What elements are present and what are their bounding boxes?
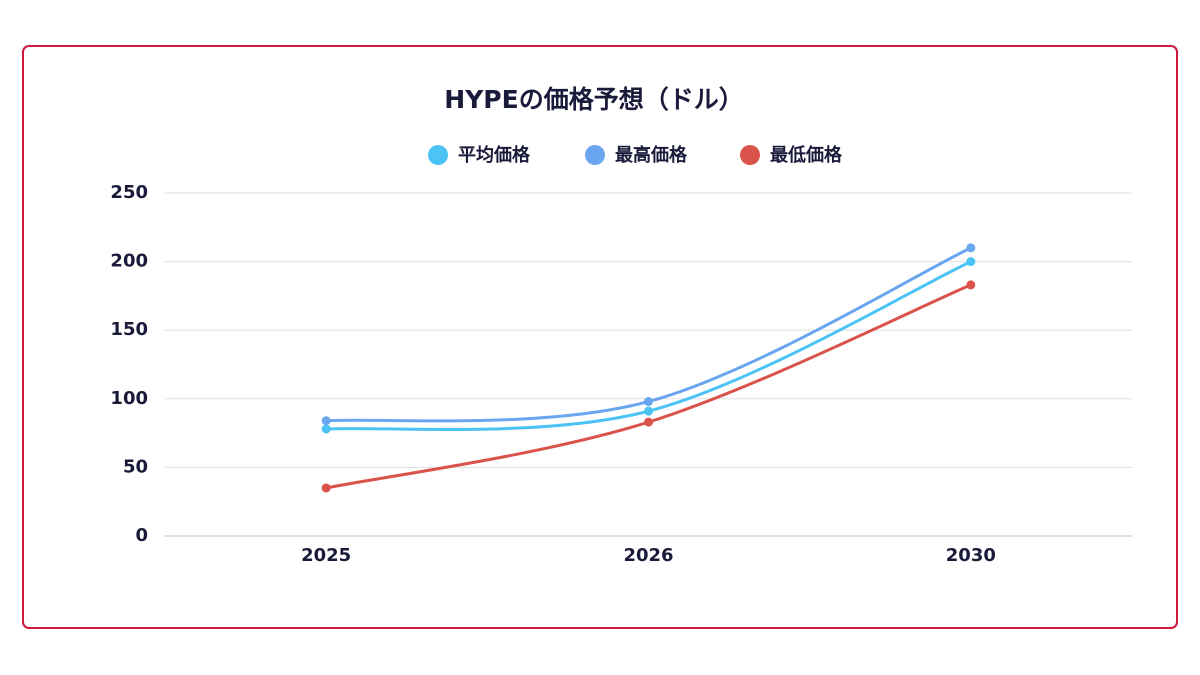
legend-label: 最高価格 <box>615 144 688 166</box>
data-point <box>644 397 653 407</box>
legend-label: 平均価格 <box>458 144 531 166</box>
x-tick-label: 2025 <box>301 545 351 566</box>
x-tick-label: 2026 <box>623 545 673 566</box>
data-point <box>321 424 331 434</box>
x-tick-label: 2030 <box>946 545 996 566</box>
y-tick-label: 200 <box>110 251 148 272</box>
y-tick-label: 150 <box>110 319 148 340</box>
data-point <box>966 243 976 253</box>
legend-marker <box>428 145 448 165</box>
legend-marker <box>740 145 760 165</box>
data-point <box>644 406 653 416</box>
y-tick-label: 50 <box>123 456 148 477</box>
y-tick-label: 100 <box>110 388 148 409</box>
y-tick-label: 0 <box>135 525 148 546</box>
data-point <box>966 280 976 290</box>
data-point <box>644 417 653 427</box>
chart-frame <box>22 45 1178 629</box>
data-point <box>321 483 331 493</box>
legend-label: 最低価格 <box>770 144 843 166</box>
data-point <box>966 257 976 267</box>
chart-title: HYPEの価格予想（ドル） <box>444 85 743 114</box>
legend-marker <box>585 145 605 165</box>
y-tick-label: 250 <box>110 182 148 203</box>
data-point <box>321 416 331 426</box>
